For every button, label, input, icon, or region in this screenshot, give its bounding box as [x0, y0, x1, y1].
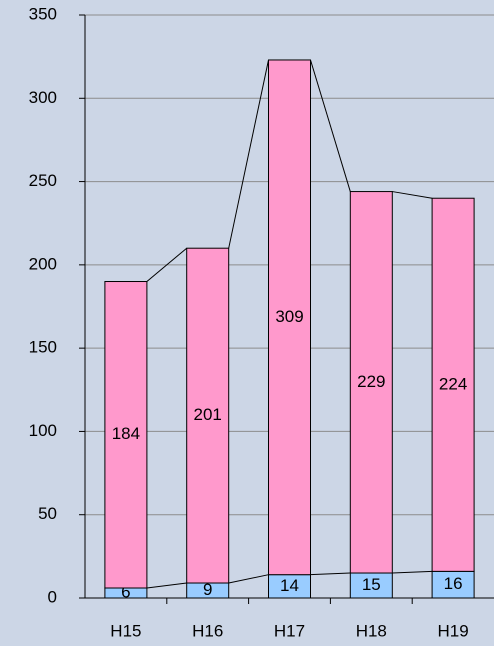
- data-label: 9: [203, 580, 212, 599]
- series-line: [228, 574, 269, 584]
- y-tick-label: 100: [29, 421, 57, 440]
- x-tick-label: H18: [356, 621, 387, 640]
- bar-segment: [268, 59, 311, 576]
- series-line: [392, 570, 433, 574]
- y-tick-label: 350: [29, 4, 57, 23]
- x-tick-label: H17: [274, 621, 305, 640]
- x-tick-label: H19: [438, 621, 469, 640]
- y-tick-label: 300: [29, 88, 57, 107]
- y-tick-label: 0: [48, 587, 57, 606]
- series-line: [310, 572, 351, 576]
- series-line: [146, 247, 188, 282]
- series-line: [228, 59, 269, 249]
- bar-segment: [104, 281, 148, 589]
- data-label: 15: [362, 575, 381, 594]
- data-label: 309: [275, 307, 303, 326]
- series-line: [310, 59, 351, 192]
- bar-segment: [186, 247, 230, 584]
- data-label: 224: [439, 374, 467, 393]
- series-line: [392, 191, 433, 199]
- data-label: 201: [194, 405, 222, 424]
- y-tick-label: 200: [29, 254, 57, 273]
- data-label: 229: [357, 372, 385, 391]
- bar-segment: [349, 191, 393, 574]
- y-tick-label: 150: [29, 338, 57, 357]
- data-label: 14: [280, 576, 299, 595]
- data-label: 6: [121, 582, 130, 601]
- x-tick-label: H16: [192, 621, 223, 640]
- data-label: 16: [444, 574, 463, 593]
- y-tick-label: 250: [29, 171, 57, 190]
- y-tick-label: 50: [38, 504, 57, 523]
- data-label: 184: [112, 424, 140, 443]
- bar-segment: [431, 570, 475, 599]
- series-line: [146, 582, 187, 589]
- bar-segment: [349, 572, 393, 599]
- x-tick-label: H15: [110, 621, 141, 640]
- bar-segment: [431, 197, 475, 572]
